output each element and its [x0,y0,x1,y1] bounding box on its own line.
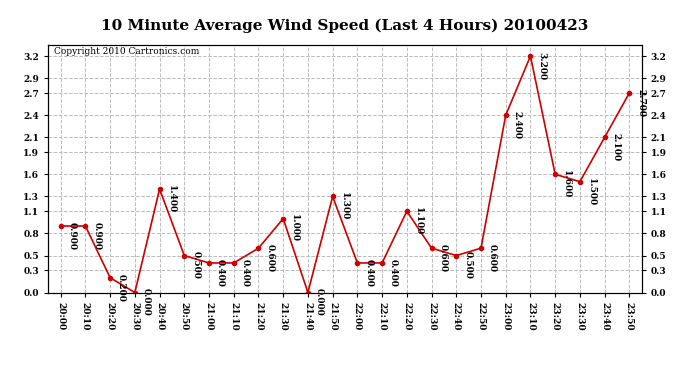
Text: 1.400: 1.400 [166,185,175,213]
Text: 0.000: 0.000 [141,288,151,316]
Text: 0.900: 0.900 [92,222,101,250]
Text: 1.100: 1.100 [414,207,423,236]
Text: 0.400: 0.400 [241,259,250,286]
Text: 0.900: 0.900 [68,222,77,250]
Text: 1.500: 1.500 [586,177,596,206]
Text: 0.500: 0.500 [463,251,472,279]
Text: 2.100: 2.100 [611,133,620,161]
Text: 0.600: 0.600 [438,244,448,272]
Text: 0.500: 0.500 [191,251,200,279]
Text: 3.200: 3.200 [538,52,546,80]
Text: 1.000: 1.000 [290,214,299,243]
Text: 0.400: 0.400 [364,259,373,286]
Text: 2.700: 2.700 [636,89,645,117]
Text: 0.600: 0.600 [488,244,497,272]
Text: 10 Minute Average Wind Speed (Last 4 Hours) 20100423: 10 Minute Average Wind Speed (Last 4 Hou… [101,19,589,33]
Text: 0.000: 0.000 [315,288,324,316]
Text: Copyright 2010 Cartronics.com: Copyright 2010 Cartronics.com [55,48,199,57]
Text: 0.200: 0.200 [117,273,126,302]
Text: 1.600: 1.600 [562,170,571,198]
Text: 2.400: 2.400 [513,111,522,139]
Text: 0.400: 0.400 [389,259,398,286]
Text: 1.300: 1.300 [339,192,348,220]
Text: 0.600: 0.600 [266,244,275,272]
Text: 0.400: 0.400 [216,259,225,286]
